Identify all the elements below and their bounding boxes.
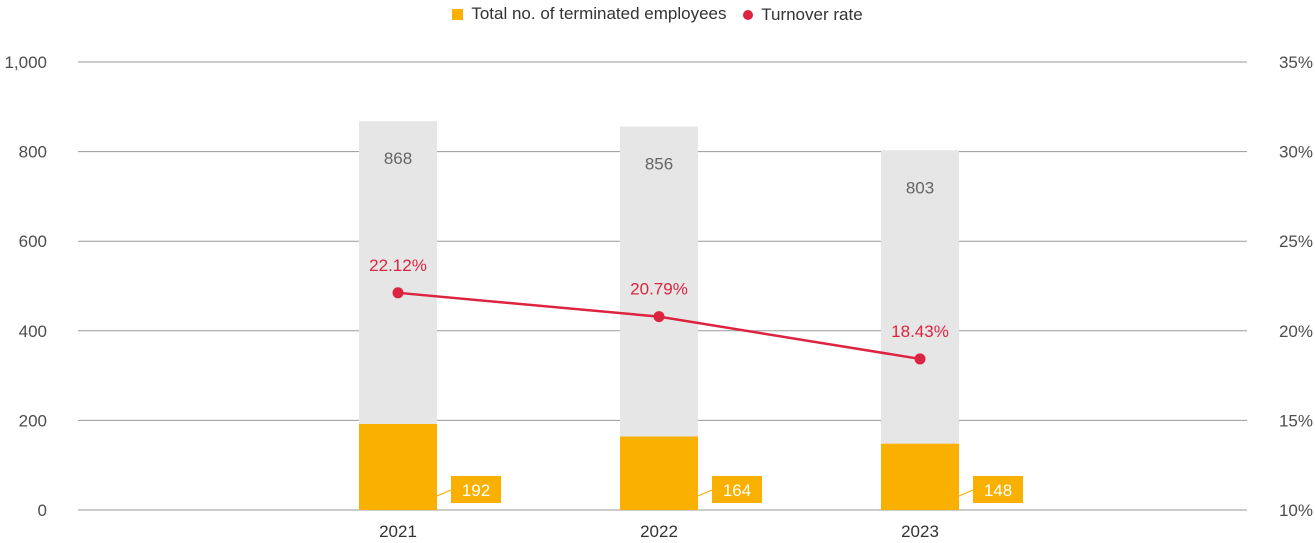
bar-value-label: 164 — [723, 481, 751, 500]
turnover-rate-point — [392, 287, 404, 299]
bar — [881, 443, 959, 510]
legend-label-turnover: Turnover rate — [761, 4, 863, 24]
turnover-rate-label: 22.12% — [369, 256, 427, 275]
y-right-tick-label: 25% — [1279, 232, 1313, 251]
x-tick-label: 2021 — [379, 522, 417, 541]
y-left-tick-label: 400 — [19, 322, 47, 341]
turnover-rate-point — [653, 311, 665, 323]
background-bar-label: 803 — [906, 178, 934, 197]
x-tick-label: 2023 — [901, 522, 939, 541]
turnover-rate-label: 18.43% — [891, 322, 949, 341]
y-right-tick-label: 10% — [1279, 501, 1313, 520]
x-tick-label: 2022 — [640, 522, 678, 541]
y-right-tick-label: 30% — [1279, 143, 1313, 162]
legend-item-terminated: Total no. of terminated employees — [452, 4, 727, 24]
bar-value-label: 148 — [984, 481, 1012, 500]
bar-label-box — [712, 476, 762, 503]
y-right-tick-label: 35% — [1279, 53, 1313, 72]
legend-item-turnover: Turnover rate — [743, 4, 863, 25]
bar-label-box — [973, 476, 1023, 503]
bar — [359, 423, 437, 510]
turnover-rate-label: 20.79% — [630, 280, 688, 299]
y-left-tick-label: 0 — [38, 501, 47, 520]
background-bar-label: 856 — [645, 155, 673, 174]
bar-label-box — [451, 476, 501, 503]
y-left-tick-label: 800 — [19, 143, 47, 162]
y-right-tick-label: 20% — [1279, 322, 1313, 341]
legend-swatch-bar — [452, 8, 464, 20]
y-left-tick-label: 200 — [19, 411, 47, 430]
chart-legend: Total no. of terminated employees Turnov… — [0, 4, 1315, 25]
legend-swatch-line — [743, 9, 754, 20]
y-left-tick-label: 600 — [19, 232, 47, 251]
background-bar-label: 868 — [384, 149, 412, 168]
legend-label-terminated: Total no. of terminated employees — [471, 4, 727, 23]
turnover-rate-point — [914, 353, 926, 365]
bar — [620, 436, 698, 510]
bar-label-leader — [697, 489, 713, 497]
bar-label-leader — [436, 489, 452, 497]
y-left-tick-label: 1,000 — [4, 53, 47, 72]
y-right-tick-label: 15% — [1279, 411, 1313, 430]
bar-label-leader — [958, 489, 974, 497]
bar-value-label: 192 — [462, 481, 490, 500]
